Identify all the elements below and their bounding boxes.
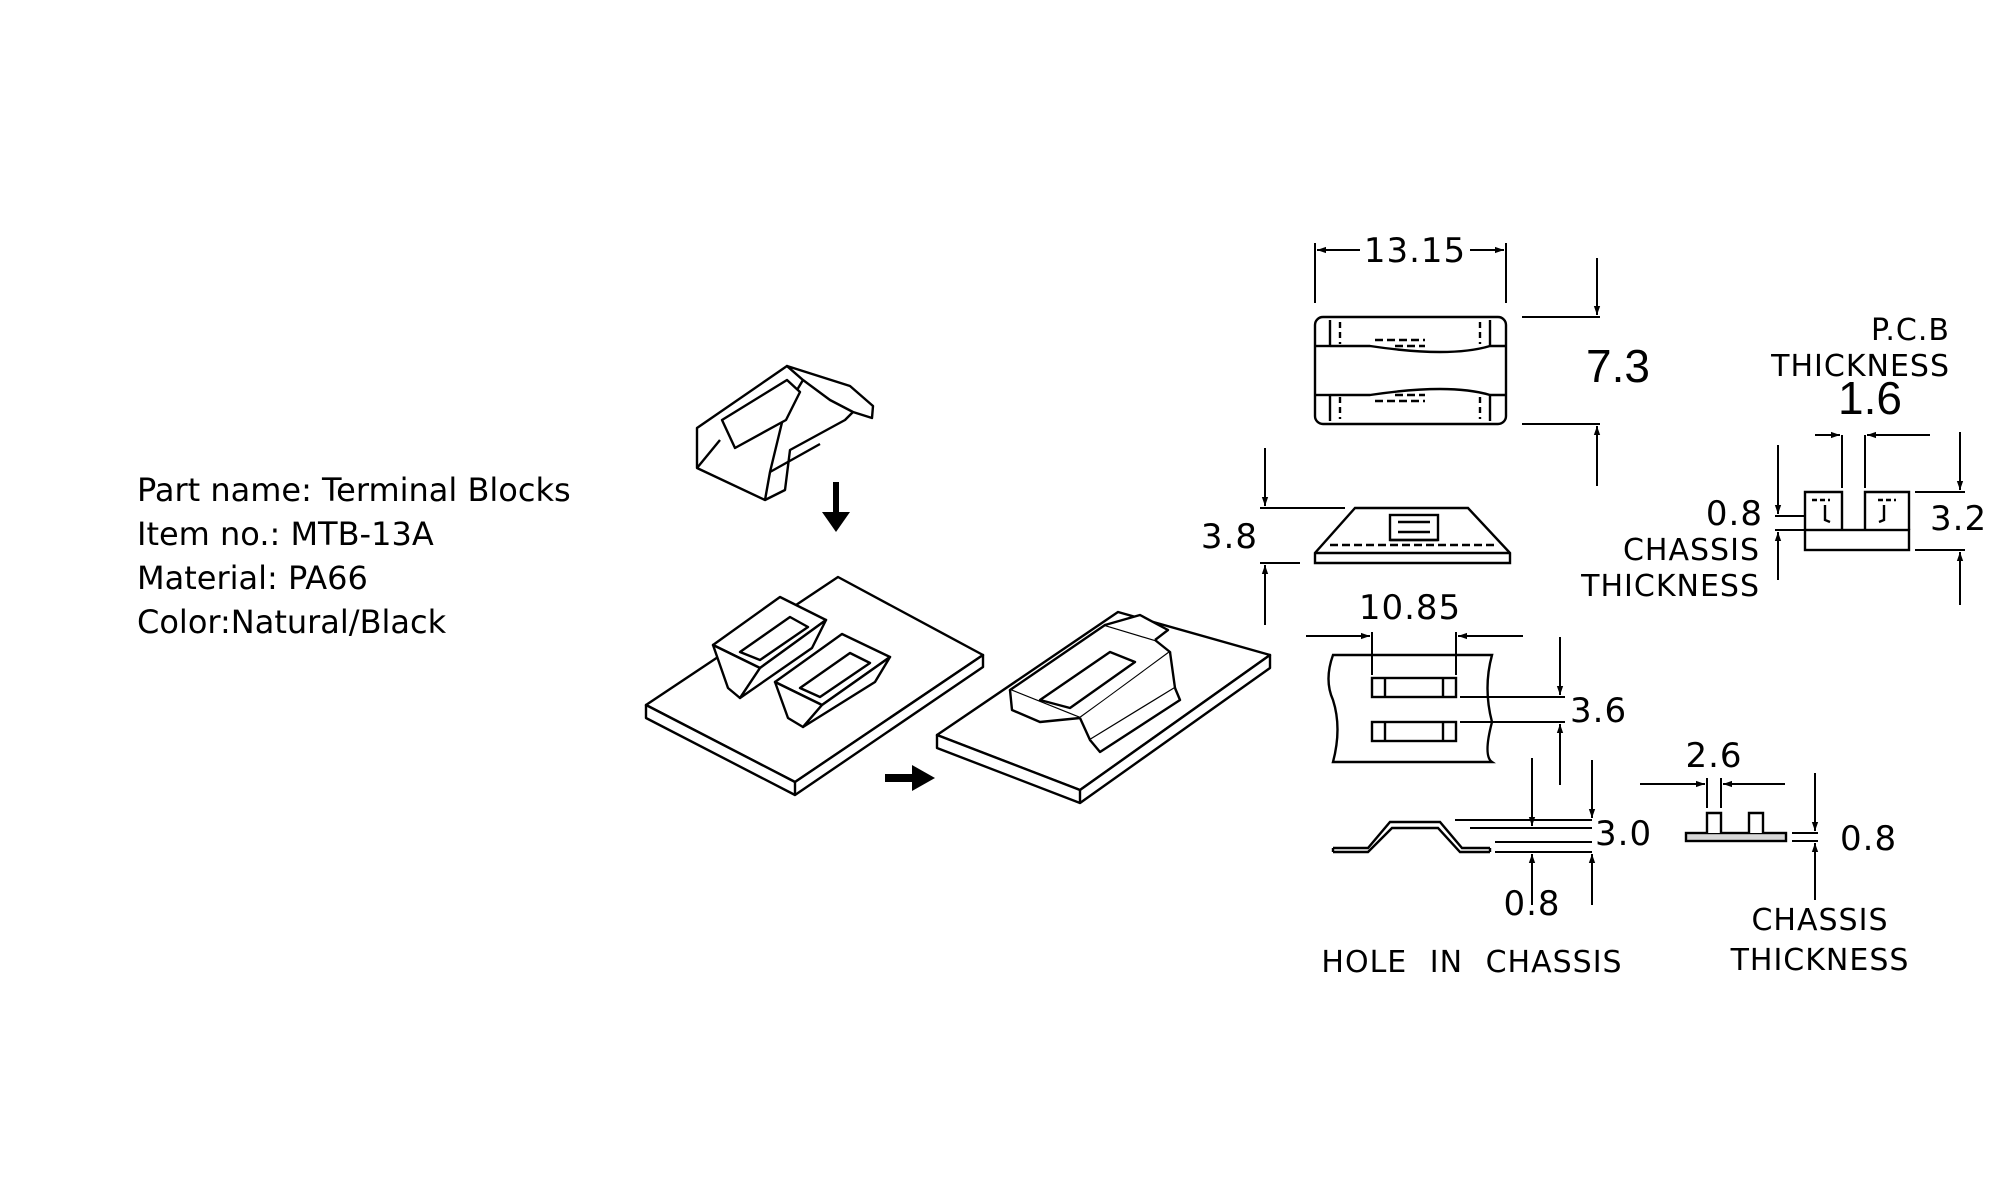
dim-clip-width: 2.6 bbox=[1685, 736, 1742, 776]
part-info: Part name: Terminal Blocks Item no.: MTB… bbox=[137, 468, 571, 644]
clip-section bbox=[1684, 811, 1788, 843]
pcb-detail bbox=[1803, 490, 1911, 552]
pcb-label-line2: THICKNESS bbox=[1770, 349, 1950, 384]
chassis-label-line1: CHASSIS bbox=[1623, 533, 1760, 568]
dim-clip-chassis: 0.8 bbox=[1840, 819, 1897, 859]
dim-hole-pitch: 3.6 bbox=[1570, 691, 1627, 731]
dim-clip bbox=[1640, 773, 1819, 900]
item-number: Item no.: MTB-13A bbox=[137, 515, 434, 553]
top-view bbox=[1313, 315, 1508, 426]
dim-side-height bbox=[1260, 448, 1345, 625]
dim-pcb bbox=[1774, 431, 1965, 605]
side-view bbox=[1313, 506, 1512, 565]
dim-side-height-label: 3.8 bbox=[1201, 517, 1258, 557]
dim-section-chassis: 0.8 bbox=[1503, 884, 1560, 924]
dim-width-top-label: 13.15 bbox=[1364, 231, 1466, 271]
iso-assembly-left bbox=[644, 575, 985, 797]
bottom-chassis-line2: THICKNESS bbox=[1730, 943, 1910, 978]
chassis-label-line2: THICKNESS bbox=[1580, 569, 1760, 604]
arrow-down-icon bbox=[822, 482, 850, 532]
dim-hole bbox=[1306, 632, 1565, 785]
material: Material: PA66 bbox=[137, 559, 368, 597]
bottom-chassis-line1: CHASSIS bbox=[1751, 903, 1888, 938]
hole-caption: HOLE IN CHASSIS bbox=[1321, 945, 1622, 980]
hole-section bbox=[1331, 820, 1492, 854]
iso-assembly-right bbox=[935, 610, 1272, 805]
dim-hole-width: 10.85 bbox=[1359, 588, 1461, 628]
color: Color:Natural/Black bbox=[137, 603, 447, 641]
dim-width-top bbox=[1314, 243, 1507, 303]
arrow-right-icon bbox=[885, 765, 935, 791]
pcb-label-line1: P.C.B bbox=[1871, 313, 1950, 348]
dim-height-top bbox=[1522, 258, 1601, 486]
dim-section bbox=[1455, 758, 1596, 905]
dim-left-chassis: 0.8 bbox=[1706, 494, 1763, 534]
pcb-value: 1.6 bbox=[1838, 372, 1902, 424]
dim-height-top-label: 7.3 bbox=[1586, 340, 1650, 392]
iso-clip bbox=[695, 364, 875, 502]
hole-plan bbox=[1327, 653, 1496, 764]
dim-section-height: 3.0 bbox=[1595, 814, 1652, 854]
dim-right-height: 3.2 bbox=[1930, 499, 1987, 539]
part-name: Part name: Terminal Blocks bbox=[137, 471, 571, 509]
